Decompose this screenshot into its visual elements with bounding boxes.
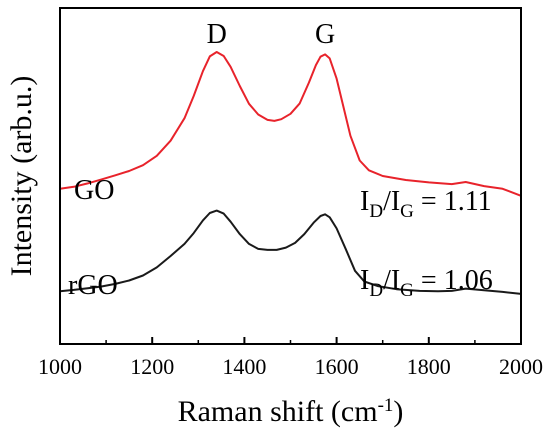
sample-label-go: GO xyxy=(74,175,114,206)
ratio-sub-d: D xyxy=(369,201,383,222)
x-tick-label: 1200 xyxy=(130,354,174,379)
ratio-value: = 1.11 xyxy=(414,186,492,217)
x-tick-label: 1800 xyxy=(407,354,451,379)
x-axis-title-main: Raman shift (cm xyxy=(178,395,378,428)
x-tick-label: 1000 xyxy=(38,354,82,379)
y-axis-title: Intensity (arb.u.) xyxy=(5,76,38,277)
ratio-annotation-go: ID/IG = 1.11 xyxy=(360,186,492,222)
x-tick-label: 1600 xyxy=(315,354,359,379)
series-line-go xyxy=(59,51,522,197)
ratio-value: = 1.06 xyxy=(414,265,493,296)
x-axis: 1000 1200 1400 1600 1800 2000 xyxy=(38,337,543,379)
series-layer xyxy=(59,51,522,295)
x-axis-title-end: ) xyxy=(393,395,403,428)
ratio-slash: /I xyxy=(383,186,400,217)
ratio-i-d: I xyxy=(360,265,369,296)
x-axis-title: Raman shift (cm-1) xyxy=(178,395,404,429)
series-line-rgo xyxy=(59,209,522,295)
ratio-sub-g: G xyxy=(400,280,414,301)
ratio-annotation-rgo: ID/IG = 1.06 xyxy=(360,265,493,301)
x-tick-label: 1400 xyxy=(222,354,266,379)
peak-label-g: G xyxy=(315,19,335,50)
ratio-i-d: I xyxy=(360,186,369,217)
x-tick-label: 2000 xyxy=(499,354,543,379)
ratio-slash: /I xyxy=(383,265,400,296)
ratio-sub-g: G xyxy=(400,201,414,222)
peak-label-d: D xyxy=(207,19,227,50)
sample-label-rgo: rGO xyxy=(68,270,118,301)
ratio-sub-d: D xyxy=(369,280,383,301)
x-axis-title-sup: -1 xyxy=(378,395,394,416)
